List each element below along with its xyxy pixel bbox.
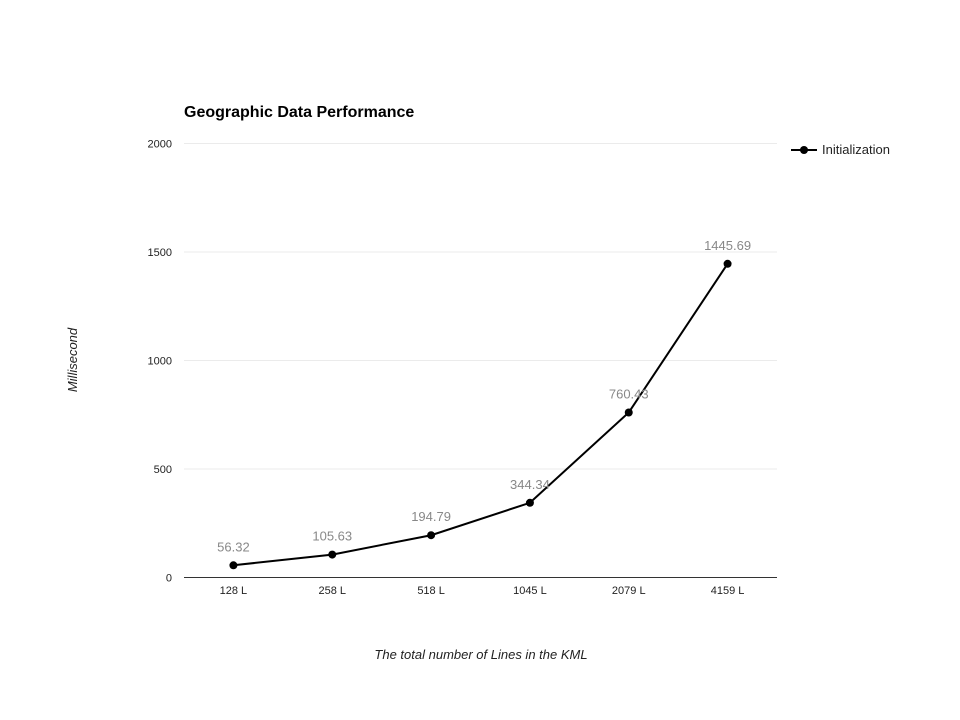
legend-label-initialization: Initialization [822, 142, 890, 157]
data-point [723, 259, 732, 268]
legend: Initialization [791, 142, 890, 157]
x-tick-label: 518 L [417, 585, 445, 597]
y-tick-label: 500 [154, 464, 172, 476]
x-tick-label: 2079 L [612, 585, 646, 597]
grid-lines [184, 143, 777, 470]
chart-title: Geographic Data Performance [184, 104, 414, 121]
y-tick-label: 1000 [148, 356, 172, 368]
x-tick-label: 258 L [318, 585, 346, 597]
x-tick-label: 4159 L [711, 585, 745, 597]
data-point [525, 498, 534, 507]
data-label: 194.79 [411, 509, 451, 524]
x-tick-label: 128 L [220, 585, 248, 597]
data-label: 760.43 [609, 386, 649, 401]
data-label: 344.34 [510, 477, 550, 492]
data-point [427, 531, 436, 540]
x-axis-label: The total number of Lines in the KML [374, 647, 587, 662]
x-tick-label: 1045 L [513, 585, 547, 597]
y-tick-label: 1500 [148, 247, 172, 259]
data-point [229, 561, 238, 570]
data-point [328, 550, 337, 559]
y-axis-ticks: 0 500 1000 1500 2000 [148, 139, 172, 585]
y-tick-label: 2000 [148, 139, 172, 151]
data-point [624, 408, 633, 417]
x-axis-ticks: 128 L 258 L 518 L 1045 L 2079 L 4159 L [220, 585, 745, 597]
series-line [233, 263, 729, 567]
legend-point-marker [800, 146, 808, 154]
data-label: 56.32 [217, 539, 250, 554]
data-label: 105.63 [312, 529, 352, 544]
y-tick-label: 0 [166, 573, 172, 585]
series-initialization: 56.32 105.63 194.79 344.34 760.43 1445.69 [217, 238, 751, 570]
y-axis-label: Millisecond [65, 327, 80, 392]
data-label: 1445.69 [704, 238, 751, 253]
